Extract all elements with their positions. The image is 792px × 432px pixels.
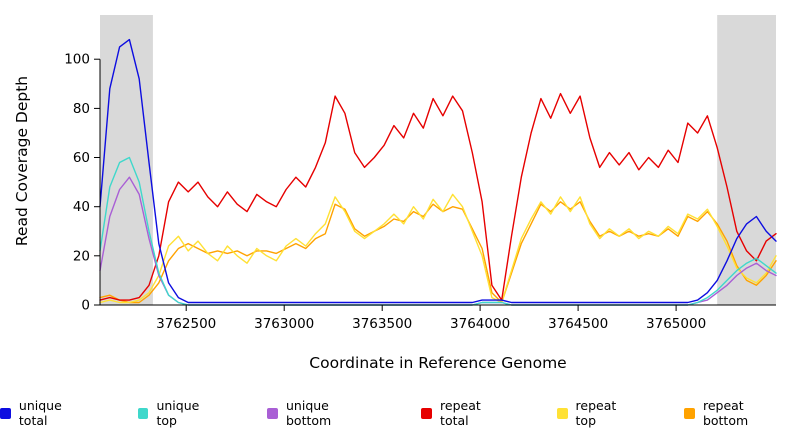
y-tick-label: 0 <box>81 298 90 314</box>
y-tick-label: 80 <box>73 101 90 117</box>
legend-label: repeat bottom <box>702 398 749 428</box>
legend-item-repeat-bottom: repeat bottom <box>684 398 792 428</box>
x-tick-label: 3764500 <box>548 316 608 332</box>
legend-swatch-icon <box>267 407 278 419</box>
legend-label: unique top <box>156 398 200 428</box>
series-line-repeat-total <box>99 92 777 301</box>
y-tick-label: 40 <box>73 199 90 215</box>
series-line-repeat-bottom <box>99 201 777 304</box>
series-line-unique-bottom <box>99 176 777 306</box>
y-tick-label: 60 <box>73 150 90 166</box>
legend-label: repeat total <box>440 398 481 428</box>
legend-item-unique-top: unique top <box>137 398 224 428</box>
x-tick-label: 3763000 <box>254 316 314 332</box>
x-tick-label: 3763500 <box>352 316 412 332</box>
y-tick-label: 20 <box>73 248 90 264</box>
masked-region <box>717 15 776 305</box>
x-axis-label: Coordinate in Reference Genome <box>309 354 567 372</box>
x-tick-label: 3762500 <box>156 316 216 332</box>
legend-swatch-icon <box>0 407 11 419</box>
plot-area: 3762500 3763000 3763500 3764000 3764500 37650… <box>64 15 777 332</box>
legend: unique total unique top unique bottom repea… <box>0 398 792 428</box>
legend-swatch-icon <box>137 407 149 419</box>
y-axis-label: Read Coverage Depth <box>13 75 31 247</box>
legend-swatch-icon <box>421 407 433 419</box>
legend-label: unique bottom <box>286 398 332 428</box>
legend-item-unique-total: unique total <box>0 398 94 428</box>
series-line-unique-total <box>99 38 777 304</box>
legend-item-repeat-total: repeat total <box>421 398 512 428</box>
y-tick-label: 100 <box>64 52 90 68</box>
legend-swatch-icon <box>556 407 568 419</box>
masked-region <box>100 15 153 305</box>
legend-label: repeat top <box>575 398 617 428</box>
legend-item-unique-bottom: unique bottom <box>267 398 377 428</box>
legend-swatch-icon <box>684 407 695 419</box>
x-tick-label: 3764000 <box>450 316 510 332</box>
legend-label: unique total <box>18 398 62 428</box>
legend-item-repeat-top: repeat top <box>556 398 640 428</box>
series-line-repeat-top <box>99 193 777 304</box>
x-tick-label: 3765000 <box>646 316 706 332</box>
